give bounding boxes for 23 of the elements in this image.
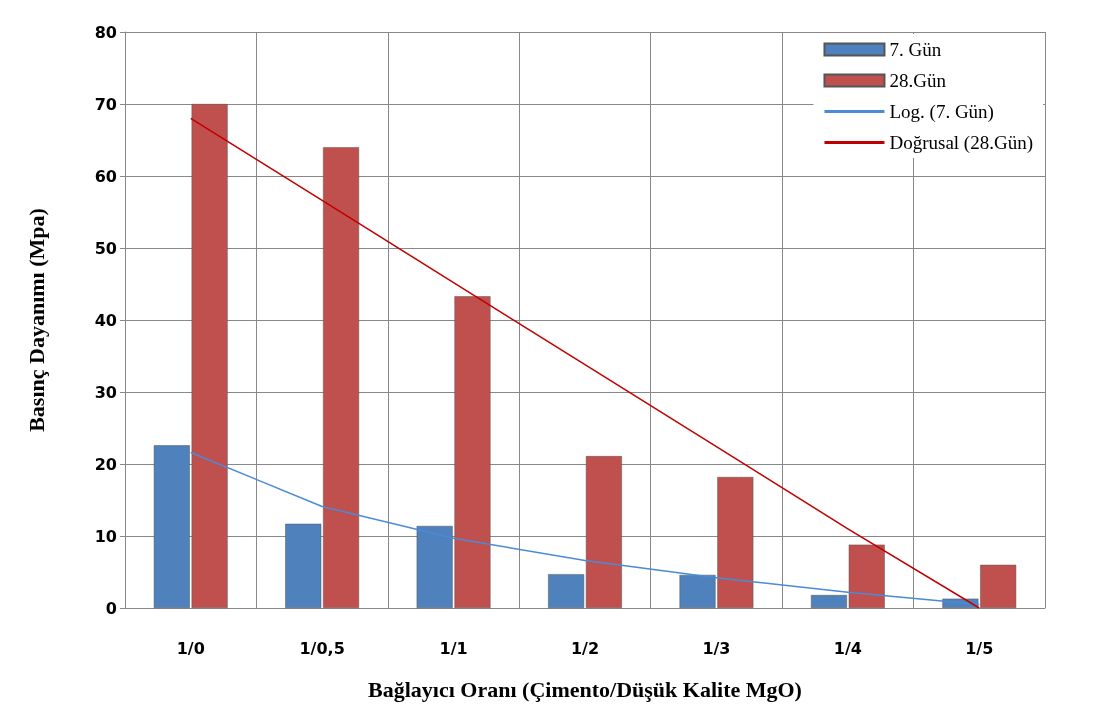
legend-label: 7. Gün: [889, 39, 942, 60]
legend-label: Doğrusal (28.Gün): [889, 132, 1033, 154]
x-tick-label: 1/1: [439, 638, 468, 658]
x-tick-label: 1/0: [176, 638, 205, 658]
y-tick-label: 80: [94, 22, 117, 42]
y-tick-label: 70: [94, 94, 117, 114]
line-series: [189, 451, 981, 606]
x-tick-label: 1/2: [570, 638, 600, 658]
y-tick-label: 20: [94, 454, 117, 474]
y-tick-label: 50: [94, 238, 117, 258]
x-tick-label: 1/0,5: [299, 638, 345, 658]
x-axis-title: Bağlayıcı Oranı (Çimento/Düşük Kalite MgO): [368, 676, 802, 702]
x-tick-label: 1/5: [965, 638, 994, 658]
y-tick-label: 10: [94, 526, 117, 546]
y-tick-label: 0: [105, 598, 117, 618]
y-tick-label: 30: [94, 382, 117, 402]
y-tick-label: 40: [94, 310, 117, 330]
x-tick-label: 1/3: [702, 638, 731, 658]
y-axis-title: Basınç Dayanımı (Mpa): [23, 208, 49, 432]
x-tick-label: 1/4: [833, 638, 862, 658]
legend-label: Log. (7. Gün): [889, 101, 994, 123]
y-tick-label: 60: [94, 166, 117, 186]
legend-label: 28.Gün: [889, 70, 947, 91]
